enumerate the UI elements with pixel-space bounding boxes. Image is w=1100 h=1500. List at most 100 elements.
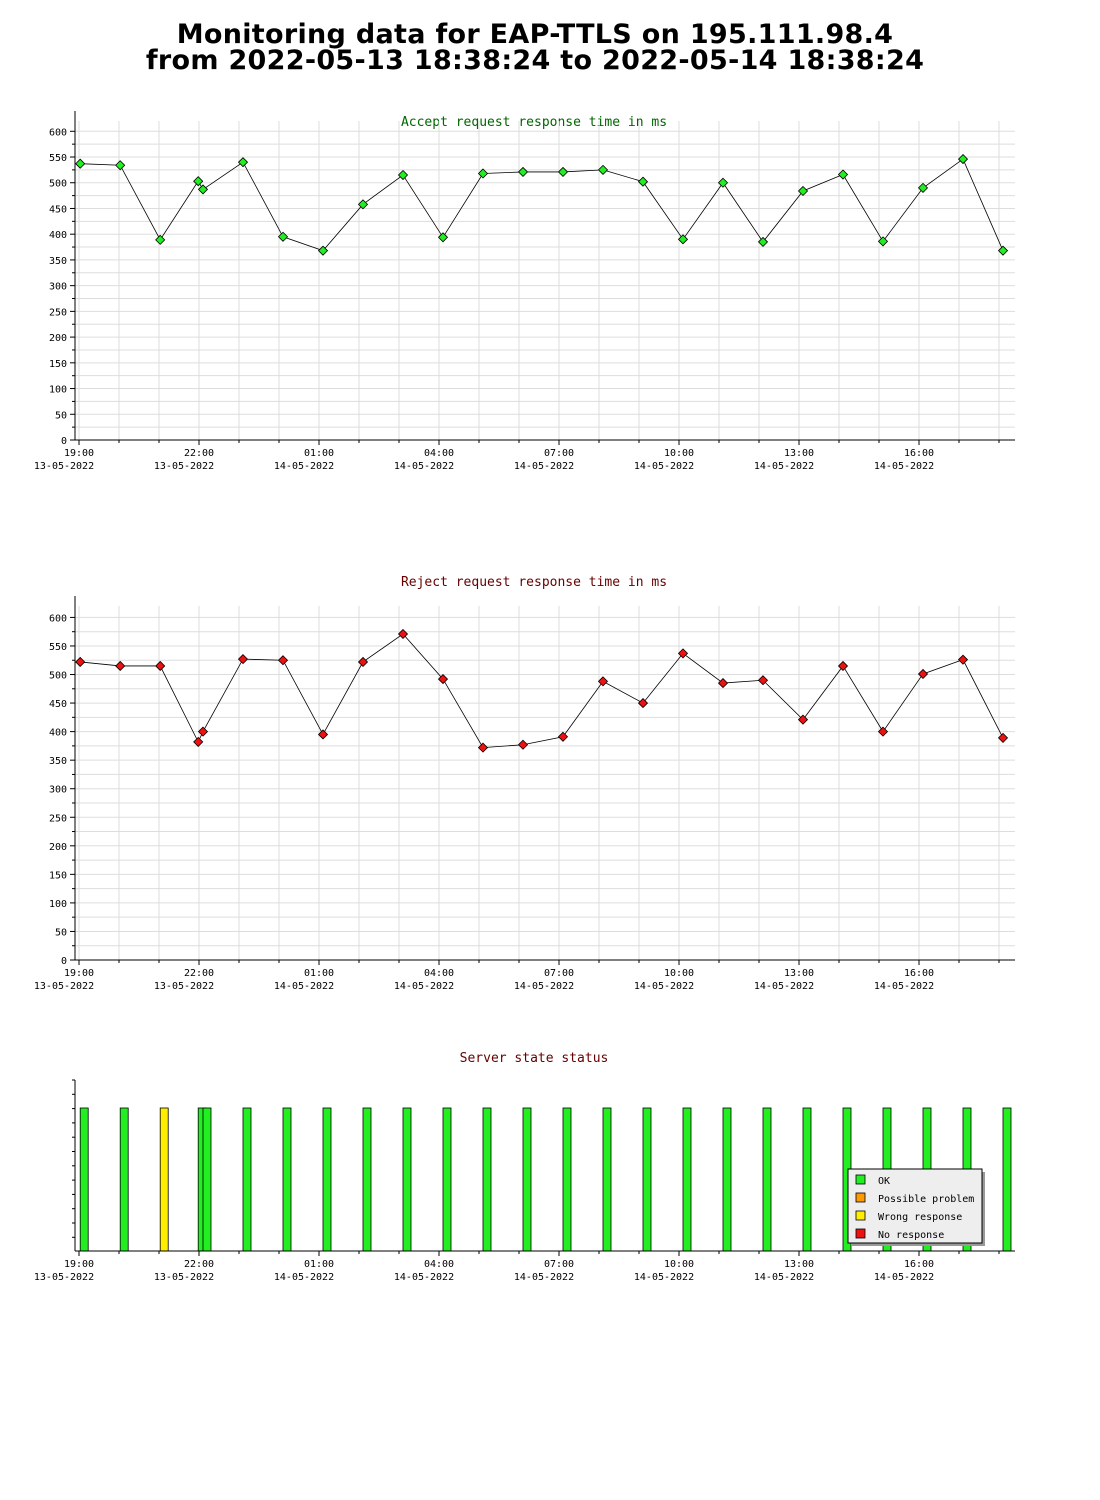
data-point [357,656,369,668]
status-bar [1002,1107,1012,1252]
x-tick-date-label: 13-05-2022 [154,461,214,472]
data-point [155,660,166,672]
x-tick-time-label: 19:00 [64,448,94,459]
status-bar [562,1107,572,1252]
status-bar [442,1107,452,1252]
y-tick-label: 0 [61,436,67,447]
x-tick-date-label: 14-05-2022 [274,981,334,992]
x-tick-date-label: 14-05-2022 [394,461,454,472]
x-tick-time-label: 13:00 [784,448,814,459]
data-point [997,732,1009,743]
x-tick-time-label: 07:00 [544,448,574,459]
data-point [957,654,969,665]
data-point [155,234,166,245]
status-bar [79,1107,89,1252]
data-point [797,185,809,197]
data-point [757,675,769,686]
data-point [75,656,86,668]
data-point [717,678,729,689]
data-point [957,154,969,165]
status-bar [802,1107,812,1252]
data-point [917,182,929,193]
data-point [115,160,126,171]
y-tick-label: 100 [49,385,67,396]
status-bar [282,1107,292,1252]
data-point [477,168,489,179]
x-tick-date-label: 14-05-2022 [274,1272,334,1283]
status-bar [482,1107,492,1252]
status-bar [202,1107,212,1252]
x-tick-time-label: 22:00 [184,968,214,979]
status-bar [242,1107,252,1252]
status-bar [362,1107,372,1252]
data-point [597,676,609,687]
status-bar [642,1107,652,1252]
x-tick-date-label: 14-05-2022 [874,461,934,472]
data-point [517,166,529,178]
x-tick-time-label: 13:00 [784,1259,814,1270]
data-point [193,736,204,747]
x-tick-time-label: 16:00 [904,448,934,459]
y-tick-label: 100 [49,899,67,910]
reject-response-chart: Reject request response time in ms 0 50 100… [34,575,1015,992]
status-bar [722,1107,732,1252]
x-tick-date-label: 14-05-2022 [754,981,814,992]
chart-title: Accept request response time in ms [401,115,667,130]
chart-title: Server state status [460,1051,609,1066]
status-bar [762,1107,772,1252]
x-tick-time-label: 10:00 [664,1259,694,1270]
x-tick-time-label: 01:00 [304,1259,334,1270]
data-point [317,245,329,256]
x-tick-time-label: 10:00 [664,448,694,459]
status-bar [322,1107,332,1252]
accept-response-chart: Accept request response time in ms 0 50 100… [34,111,1015,472]
x-tick-time-label: 04:00 [424,968,454,979]
data-point [877,236,889,247]
y-tick-label: 0 [61,956,67,967]
x-tick-time-label: 01:00 [304,448,334,459]
y-tick-label: 400 [49,728,67,739]
page-title-line-2: from 2022-05-13 18:38:24 to 2022-05-14 1… [145,45,925,76]
y-tick-label: 50 [55,410,67,421]
data-point [75,158,86,169]
data-point [397,628,409,640]
y-tick-label: 300 [49,785,67,796]
x-tick-date-label: 14-05-2022 [514,1272,574,1283]
x-tick-date-label: 13-05-2022 [34,461,94,472]
page-title: Monitoring data for EAP-TTLS on 195.111.… [0,21,1070,76]
legend-label: No response [878,1230,944,1241]
y-tick-label: 300 [49,282,67,293]
x-tick-date-label: 14-05-2022 [634,1272,694,1283]
status-bar [159,1107,169,1252]
legend-label: Wrong response [878,1212,962,1223]
x-tick-time-label: 22:00 [184,1259,214,1270]
status-bar [402,1107,412,1252]
legend-swatch [855,1174,866,1185]
data-point [757,236,769,247]
x-tick-time-label: 16:00 [904,1259,934,1270]
data-point [677,648,689,659]
y-tick-label: 450 [49,204,67,215]
x-tick-date-label: 13-05-2022 [34,1272,94,1283]
data-point [237,157,249,168]
y-tick-label: 550 [49,153,67,164]
data-point [517,739,529,750]
data-point [797,714,809,725]
y-tick-label: 50 [55,927,67,938]
data-point [277,231,289,242]
data-point [437,232,449,243]
data-point [437,674,449,685]
y-tick-label: 550 [49,642,67,653]
x-tick-date-label: 13-05-2022 [34,981,94,992]
data-point [197,726,209,737]
data-point [917,668,929,680]
x-tick-time-label: 22:00 [184,448,214,459]
data-point [115,660,126,672]
x-tick-date-label: 14-05-2022 [754,461,814,472]
y-tick-label: 250 [49,813,67,824]
legend-label: OK [878,1176,890,1187]
data-point [317,729,329,740]
x-tick-time-label: 01:00 [304,968,334,979]
x-tick-date-label: 14-05-2022 [394,1272,454,1283]
data-point [557,731,569,742]
